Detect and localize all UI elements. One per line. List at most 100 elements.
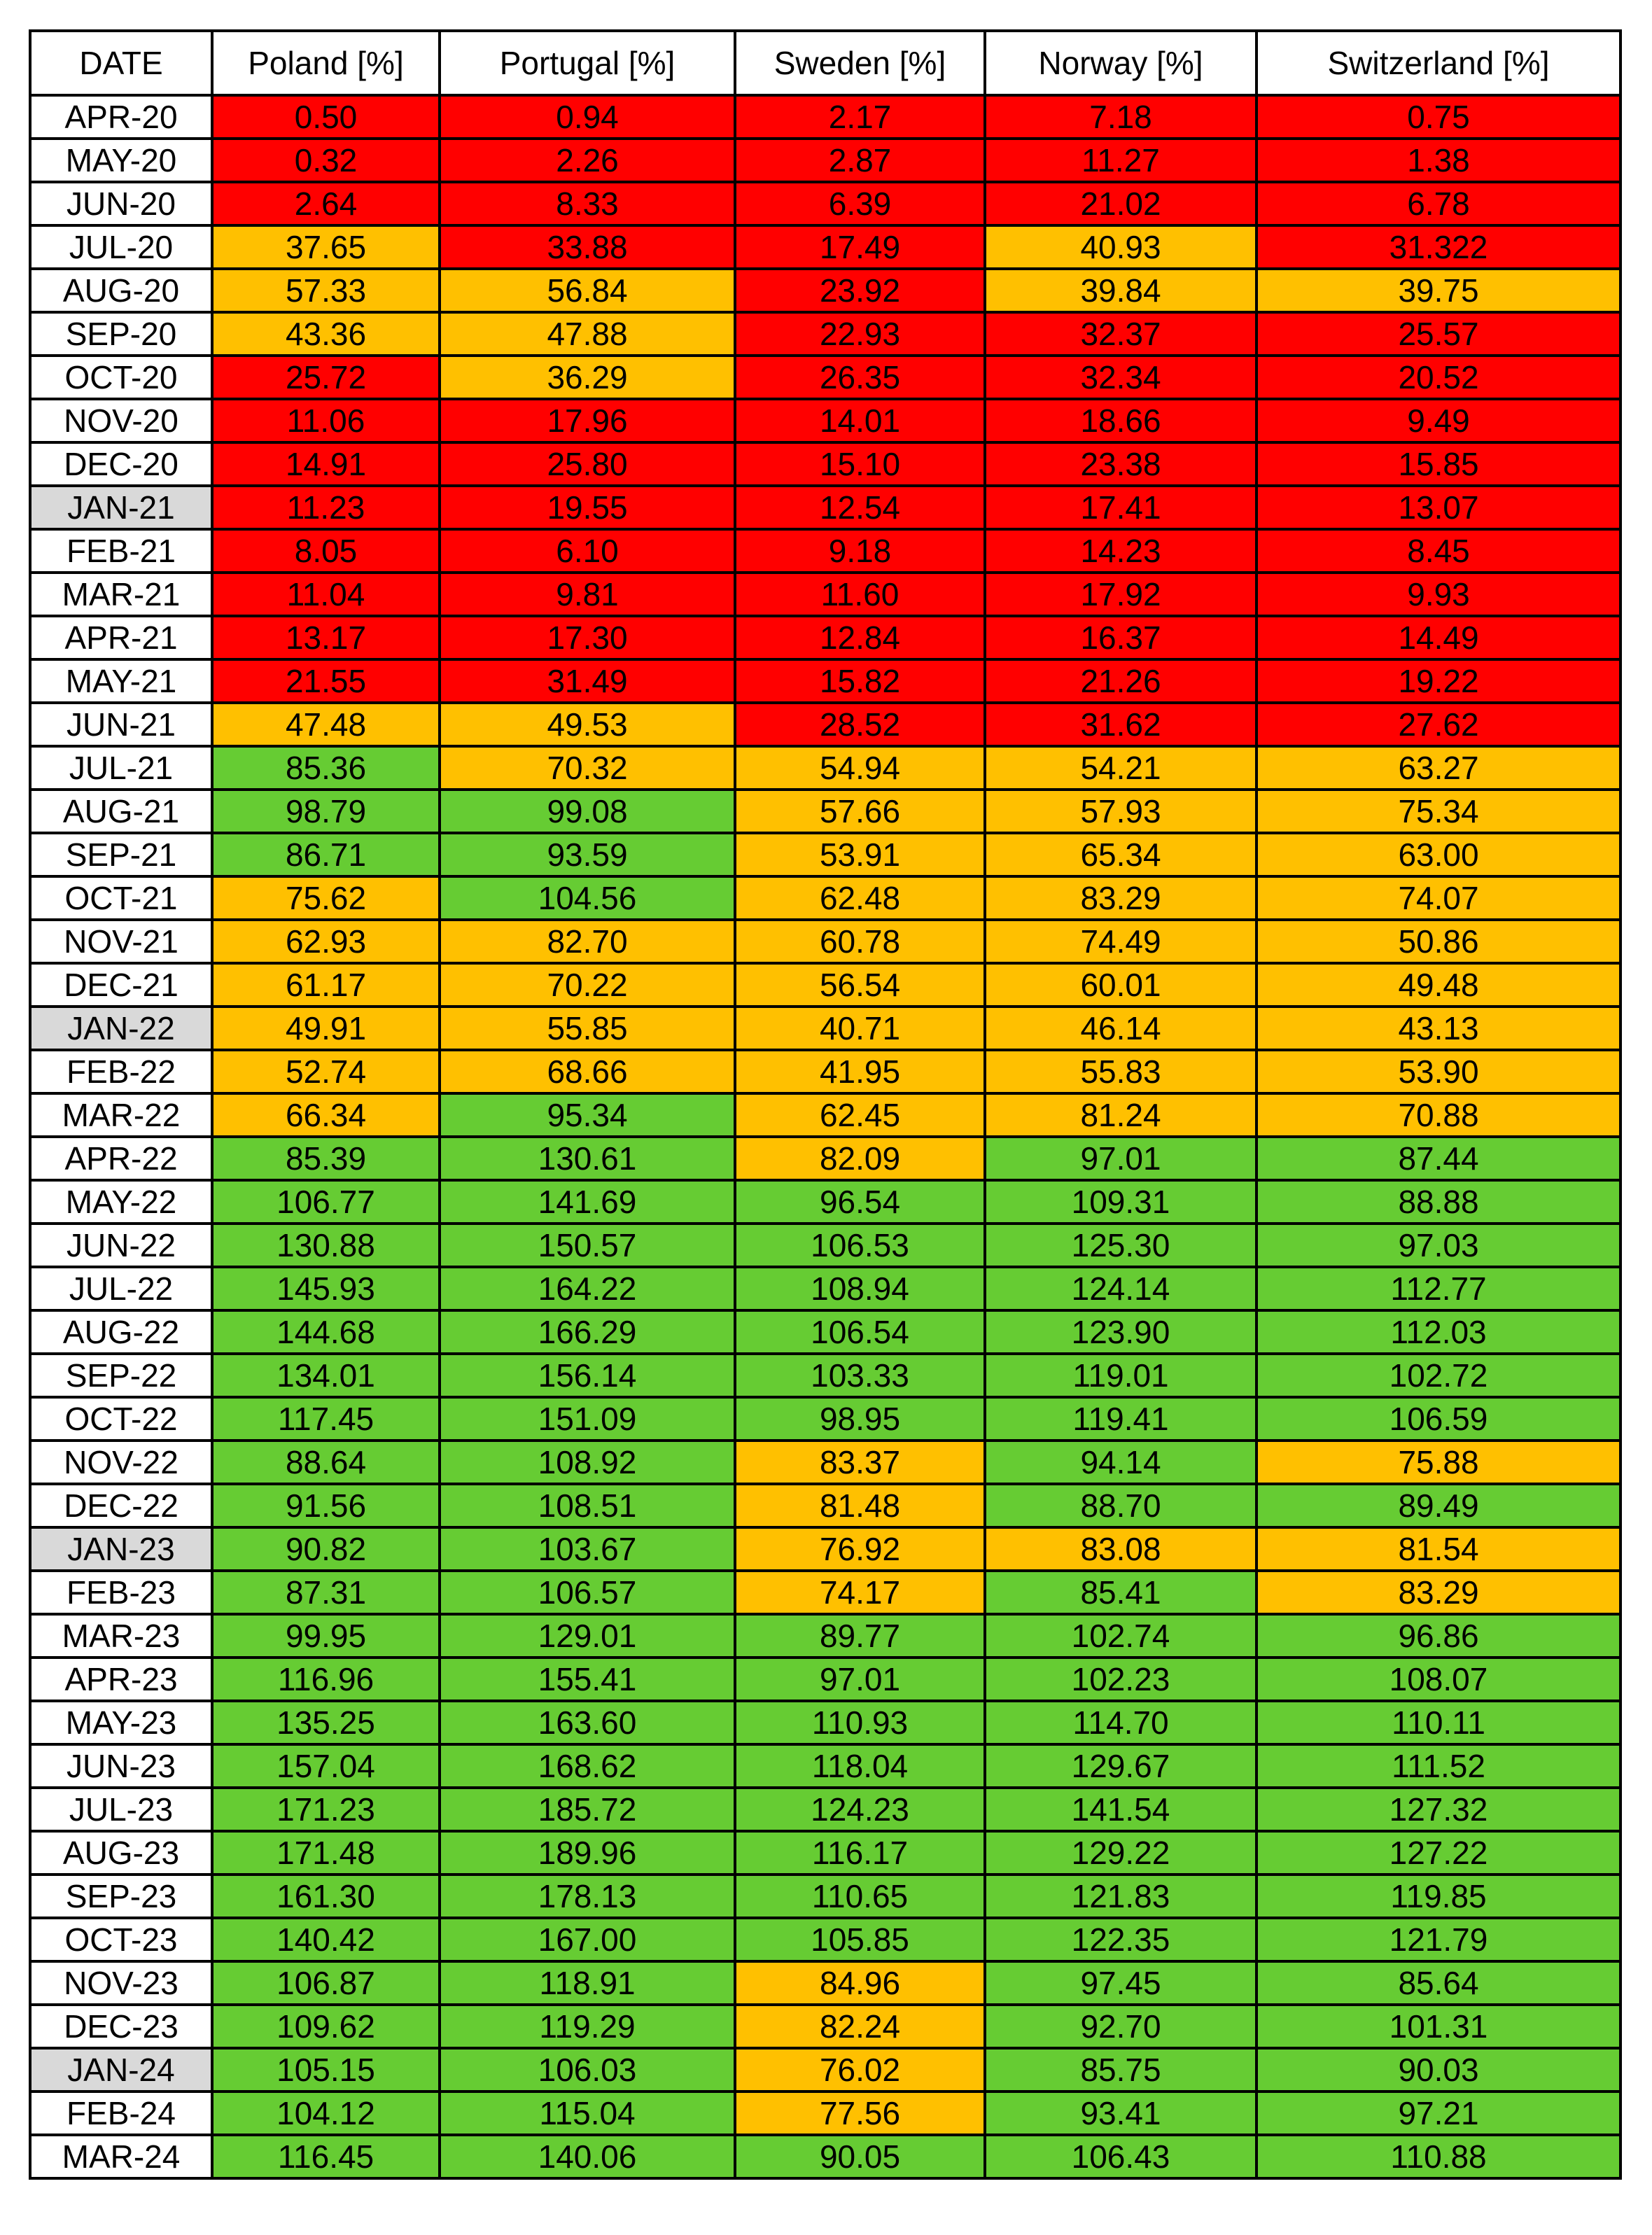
portugal-value-cell: 150.57: [438, 1222, 736, 1268]
switzerland-value-cell: 121.79: [1255, 1917, 1622, 1963]
table-row: NOV-22 88.64 108.92 83.37 94.14 75.88: [29, 1439, 1622, 1485]
sweden-value-cell: 22.93: [734, 311, 986, 357]
switzerland-value-cell: 97.03: [1255, 1222, 1622, 1268]
portugal-value-cell: 115.04: [438, 2090, 736, 2136]
norway-value-cell: 122.35: [983, 1917, 1258, 1963]
portugal-value-cell: 103.67: [438, 1526, 736, 1572]
switzerland-value-cell: 8.45: [1255, 528, 1622, 574]
portugal-value-cell: 108.51: [438, 1483, 736, 1529]
poland-value-cell: 106.77: [211, 1179, 441, 1225]
switzerland-value-cell: 74.07: [1255, 875, 1622, 921]
switzerland-value-cell: 101.31: [1255, 2003, 1622, 2050]
norway-value-cell: 18.66: [983, 398, 1258, 444]
poland-value-cell: 116.96: [211, 1656, 441, 1702]
poland-value-cell: 140.42: [211, 1917, 441, 1963]
table-row: DEC-23 109.62 119.29 82.24 92.70 101.31: [29, 2003, 1622, 2050]
switzerland-value-cell: 127.32: [1255, 1786, 1622, 1833]
table-row: DEC-22 91.56 108.51 81.48 88.70 89.49: [29, 1483, 1622, 1529]
switzerland-value-cell: 31.322: [1255, 224, 1622, 270]
table-row: JUN-21 47.48 49.53 28.52 31.62 27.62: [29, 701, 1622, 748]
date-cell: FEB-23: [29, 1569, 214, 1616]
sweden-value-cell: 82.24: [734, 2003, 986, 2050]
switzerland-value-cell: 39.75: [1255, 267, 1622, 314]
switzerland-value-cell: 112.03: [1255, 1309, 1622, 1355]
header-date: DATE: [29, 29, 214, 97]
norway-value-cell: 74.49: [983, 918, 1258, 965]
portugal-value-cell: 156.14: [438, 1352, 736, 1399]
norway-value-cell: 121.83: [983, 1873, 1258, 1919]
sweden-value-cell: 81.48: [734, 1483, 986, 1529]
table-row: AUG-21 98.79 99.08 57.66 57.93 75.34: [29, 788, 1622, 834]
sweden-value-cell: 124.23: [734, 1786, 986, 1833]
norway-value-cell: 21.26: [983, 658, 1258, 704]
switzerland-value-cell: 6.78: [1255, 181, 1622, 227]
norway-value-cell: 125.30: [983, 1222, 1258, 1268]
sweden-value-cell: 60.78: [734, 918, 986, 965]
switzerland-value-cell: 108.07: [1255, 1656, 1622, 1702]
portugal-value-cell: 33.88: [438, 224, 736, 270]
table-row: JUL-23 171.23 185.72 124.23 141.54 127.32: [29, 1786, 1622, 1833]
sweden-value-cell: 40.71: [734, 1005, 986, 1051]
portugal-value-cell: 118.91: [438, 1960, 736, 2006]
table-row: NOV-23 106.87 118.91 84.96 97.45 85.64: [29, 1960, 1622, 2006]
sweden-value-cell: 97.01: [734, 1656, 986, 1702]
date-cell: MAR-23: [29, 1613, 214, 1659]
poland-value-cell: 144.68: [211, 1309, 441, 1355]
poland-value-cell: 85.36: [211, 745, 441, 791]
table-row: JAN-23 90.82 103.67 76.92 83.08 81.54: [29, 1526, 1622, 1572]
switzerland-value-cell: 106.59: [1255, 1396, 1622, 1442]
date-cell: MAY-21: [29, 658, 214, 704]
date-cell: DEC-22: [29, 1483, 214, 1529]
norway-value-cell: 97.45: [983, 1960, 1258, 2006]
date-cell: MAR-22: [29, 1092, 214, 1138]
sweden-value-cell: 77.56: [734, 2090, 986, 2136]
portugal-value-cell: 166.29: [438, 1309, 736, 1355]
table-row: APR-22 85.39 130.61 82.09 97.01 87.44: [29, 1135, 1622, 1182]
portugal-value-cell: 141.69: [438, 1179, 736, 1225]
sweden-value-cell: 12.54: [734, 484, 986, 531]
sweden-value-cell: 23.92: [734, 267, 986, 314]
portugal-value-cell: 106.57: [438, 1569, 736, 1616]
poland-value-cell: 0.32: [211, 137, 441, 183]
poland-value-cell: 116.45: [211, 2134, 441, 2180]
table-row: OCT-23 140.42 167.00 105.85 122.35 121.79: [29, 1917, 1622, 1963]
poland-value-cell: 11.06: [211, 398, 441, 444]
poland-value-cell: 157.04: [211, 1743, 441, 1789]
portugal-value-cell: 68.66: [438, 1049, 736, 1095]
poland-value-cell: 161.30: [211, 1873, 441, 1919]
portugal-value-cell: 19.55: [438, 484, 736, 531]
switzerland-value-cell: 81.54: [1255, 1526, 1622, 1572]
sweden-value-cell: 105.85: [734, 1917, 986, 1963]
poland-value-cell: 85.39: [211, 1135, 441, 1182]
table-row: MAY-22 106.77 141.69 96.54 109.31 88.88: [29, 1179, 1622, 1225]
switzerland-value-cell: 89.49: [1255, 1483, 1622, 1529]
norway-value-cell: 40.93: [983, 224, 1258, 270]
norway-value-cell: 54.21: [983, 745, 1258, 791]
sweden-value-cell: 57.66: [734, 788, 986, 834]
date-cell: JUN-21: [29, 701, 214, 748]
portugal-value-cell: 163.60: [438, 1700, 736, 1746]
portugal-value-cell: 2.26: [438, 137, 736, 183]
table-row: NOV-21 62.93 82.70 60.78 74.49 50.86: [29, 918, 1622, 965]
norway-value-cell: 83.08: [983, 1526, 1258, 1572]
portugal-value-cell: 70.22: [438, 962, 736, 1008]
sweden-value-cell: 6.39: [734, 181, 986, 227]
portugal-value-cell: 55.85: [438, 1005, 736, 1051]
table-row: APR-23 116.96 155.41 97.01 102.23 108.07: [29, 1656, 1622, 1702]
sweden-value-cell: 17.49: [734, 224, 986, 270]
switzerland-value-cell: 19.22: [1255, 658, 1622, 704]
sweden-value-cell: 110.65: [734, 1873, 986, 1919]
header-switzerland: Switzerland [%]: [1255, 29, 1622, 97]
portugal-value-cell: 56.84: [438, 267, 736, 314]
poland-value-cell: 8.05: [211, 528, 441, 574]
date-cell: JUL-23: [29, 1786, 214, 1833]
date-cell: FEB-21: [29, 528, 214, 574]
sweden-value-cell: 2.17: [734, 94, 986, 140]
portugal-value-cell: 36.29: [438, 354, 736, 400]
portugal-value-cell: 8.33: [438, 181, 736, 227]
sweden-value-cell: 108.94: [734, 1266, 986, 1312]
sweden-value-cell: 110.93: [734, 1700, 986, 1746]
date-cell: OCT-21: [29, 875, 214, 921]
portugal-value-cell: 155.41: [438, 1656, 736, 1702]
norway-value-cell: 55.83: [983, 1049, 1258, 1095]
